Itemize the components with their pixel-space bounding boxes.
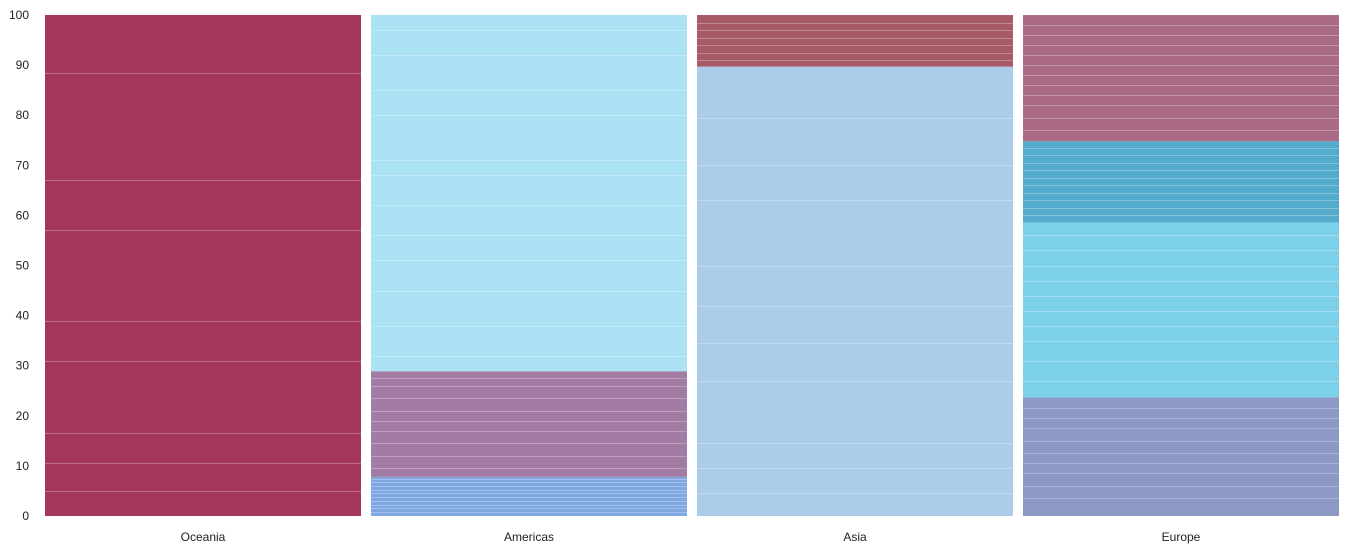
bar-stacks [45,15,1339,516]
y-tick-label: 70 [16,158,30,172]
bar-segment[interactable] [1023,397,1339,516]
y-tick-label: 40 [16,309,30,323]
y-tick-label: 50 [16,259,30,273]
category-label-oceania: Oceania [181,530,226,544]
y-tick-label: 0 [22,509,29,523]
category-label-americas: Americas [504,530,554,544]
y-tick-label: 100 [9,8,29,22]
bar-segment[interactable] [371,476,687,516]
y-tick-label: 90 [16,58,30,72]
bar-stack-oceania [45,15,361,516]
y-tick-label: 80 [16,108,30,122]
bar-segment[interactable] [697,66,1013,516]
bar-segment[interactable] [371,371,687,477]
y-tick-label: 30 [16,359,30,373]
bar-stack-asia [697,15,1013,516]
category-label-europe: Europe [1162,530,1201,544]
y-axis: 0 10 20 30 40 50 60 70 80 90 100 [9,8,29,523]
bar-stack-americas [371,15,687,516]
bar-segment[interactable] [1023,141,1339,223]
category-label-asia: Asia [843,530,867,544]
y-tick-label: 20 [16,409,30,423]
bar-segment[interactable] [1023,222,1339,398]
bar-segment[interactable] [1023,15,1339,142]
y-tick-label: 60 [16,208,30,222]
bar-segment[interactable] [45,15,361,516]
bar-stack-europe [1023,15,1339,516]
bar-segment[interactable] [697,15,1013,67]
y-tick-label: 10 [16,459,30,473]
bar-segment[interactable] [371,15,687,372]
x-axis: Oceania Americas Asia Europe [181,530,1201,544]
